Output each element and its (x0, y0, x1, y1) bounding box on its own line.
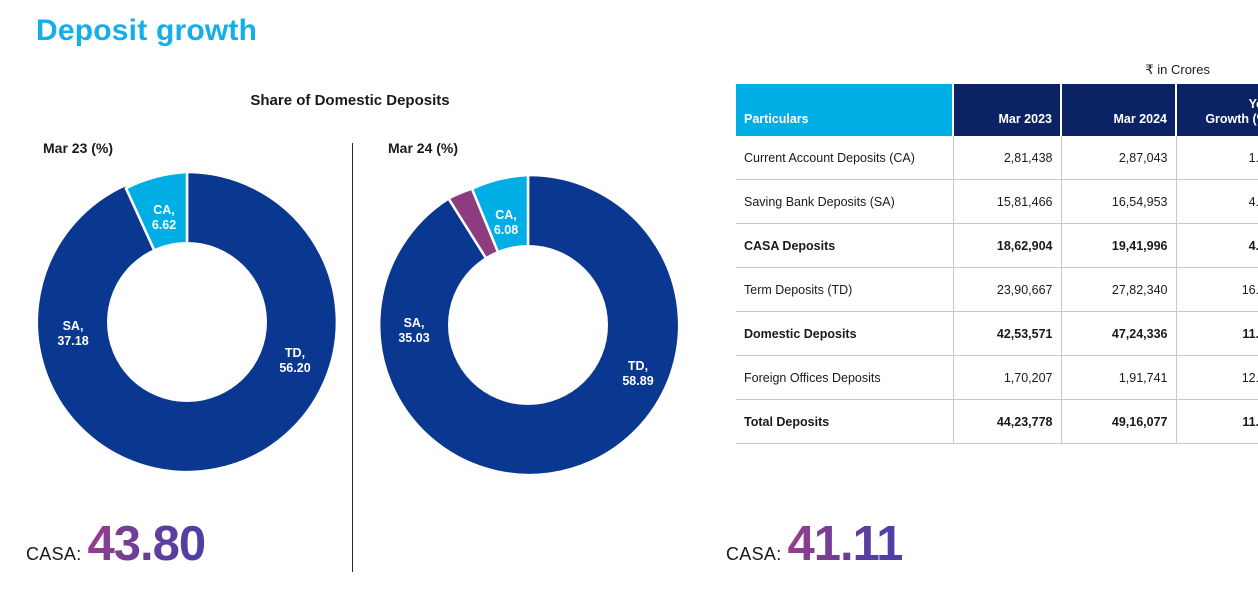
chart-panel: Share of Domestic Deposits Mar 23 (%) TD… (0, 0, 903, 598)
column-header-yoy-growth[interactable]: YoY Growth (%) (1176, 84, 1258, 136)
panel-divider (352, 143, 353, 572)
cell-particulars: Current Account Deposits (CA) (736, 136, 954, 180)
deposits-table: Particulars Mar 2023 Mar 2024 YoY Growth… (736, 84, 1258, 444)
cell-yoy-growth: 1.99 (1176, 136, 1258, 180)
donut-svg-mar24: TD, 58.89 SA, 35.03 CA, 6.08 (378, 175, 678, 475)
cell-yoy-growth: 4.65 (1176, 179, 1258, 224)
cell-yoy-growth: 4.25 (1176, 223, 1258, 268)
cell-particulars: Total Deposits (736, 399, 954, 444)
table-header: Particulars Mar 2023 Mar 2024 YoY Growth… (736, 84, 1258, 136)
table-body: Current Account Deposits (CA) 2,81,438 2,8… (736, 136, 1258, 444)
column-header-mar2024[interactable]: Mar 2024 (1061, 84, 1177, 136)
units-note: ₹ in Crores (1145, 62, 1210, 77)
cell-particulars: Term Deposits (TD) (736, 267, 954, 312)
cell-mar2023: 1,70,207 (953, 355, 1062, 400)
casa-summary-mar24: CASA: 41.11 (726, 517, 904, 571)
casa-label-mar23: CASA: (26, 544, 82, 564)
donut-label-sa-mar24: SA, 35.03 (398, 316, 429, 345)
cell-mar2023: 2,81,438 (953, 136, 1062, 180)
cell-mar2024: 27,82,340 (1061, 267, 1177, 312)
donut-chart-mar23: Mar 23 (%) TD, 56.20 SA, 37.18 CA, 6.62 (0, 0, 352, 598)
cell-mar2023: 44,23,778 (953, 399, 1062, 444)
casa-value-mar24: 41.11 (787, 517, 904, 571)
donut-svg-mar23: TD, 56.20 SA, 37.18 CA, 6.62 (37, 172, 337, 472)
cell-yoy-growth: 16.38 (1176, 267, 1258, 312)
donut-hole-mar24 (448, 245, 608, 405)
donut-label-td-mar24: TD, 58.89 (622, 359, 653, 388)
cell-mar2023: 15,81,466 (953, 179, 1062, 224)
cell-mar2023: 18,62,904 (953, 223, 1062, 268)
cell-yoy-growth: 12.65 (1176, 355, 1258, 400)
table-row: Saving Bank Deposits (SA) 15,81,466 16,54,… (736, 179, 1258, 224)
donut-label-ca-mar24: CA, 6.08 (494, 208, 518, 237)
deposits-table-panel: ₹ in Crores Particulars Mar 2023 Mar 202… (736, 62, 1258, 444)
cell-mar2024: 2,87,043 (1061, 136, 1177, 180)
donut-caption-mar24: Mar 24 (%) (388, 140, 459, 156)
donut-hole-mar23 (107, 242, 267, 402)
column-header-mar2023[interactable]: Mar 2023 (953, 84, 1062, 136)
cell-mar2024: 16,54,953 (1061, 179, 1177, 224)
casa-label-mar24: CASA: (726, 544, 782, 564)
cell-mar2023: 23,90,667 (953, 267, 1062, 312)
cell-particulars: CASA Deposits (736, 223, 954, 268)
table-row: Foreign Offices Deposits 1,70,207 1,91,741… (736, 355, 1258, 400)
cell-yoy-growth: 11.13 (1176, 399, 1258, 444)
cell-mar2023: 42,53,571 (953, 311, 1062, 356)
column-header-yoy-line1: YoY (1248, 96, 1258, 111)
table-header-row: Particulars Mar 2023 Mar 2024 YoY Growth… (736, 84, 1258, 136)
chart-heading: Share of Domestic Deposits (250, 92, 450, 109)
casa-value-mar23: 43.80 (87, 517, 207, 571)
cell-particulars: Domestic Deposits (736, 311, 954, 356)
table-row: Current Account Deposits (CA) 2,81,438 2,8… (736, 136, 1258, 180)
donut-chart-mar24: Mar 24 (%) TD, 58.89 SA, 35.03 CA, 6.08 (353, 0, 903, 598)
cell-particulars: Foreign Offices Deposits (736, 355, 954, 400)
cell-particulars: Saving Bank Deposits (SA) (736, 179, 954, 224)
cell-mar2024: 47,24,336 (1061, 311, 1177, 356)
cell-mar2024: 49,16,077 (1061, 399, 1177, 444)
table-row: Term Deposits (TD)23,90,66727,82,34016.3… (736, 267, 1258, 312)
donut-label-sa-mar23: SA, 37.18 (57, 319, 88, 348)
cell-mar2024: 1,91,741 (1061, 355, 1177, 400)
page-title: Deposit growth (36, 14, 258, 47)
donut-label-ca-mar23: CA, 6.62 (152, 203, 176, 232)
donut-label-td-mar23: TD, 56.20 (279, 346, 310, 375)
cell-mar2024: 19,41,996 (1061, 223, 1177, 268)
donut-caption-mar23: Mar 23 (%) (43, 140, 114, 156)
column-header-yoy-line2: Growth (%) (1205, 112, 1258, 127)
column-header-particulars[interactable]: Particulars (736, 84, 954, 136)
casa-summary-mar23: CASA: 43.80 (26, 517, 207, 571)
cell-yoy-growth: 11.07 (1176, 311, 1258, 356)
